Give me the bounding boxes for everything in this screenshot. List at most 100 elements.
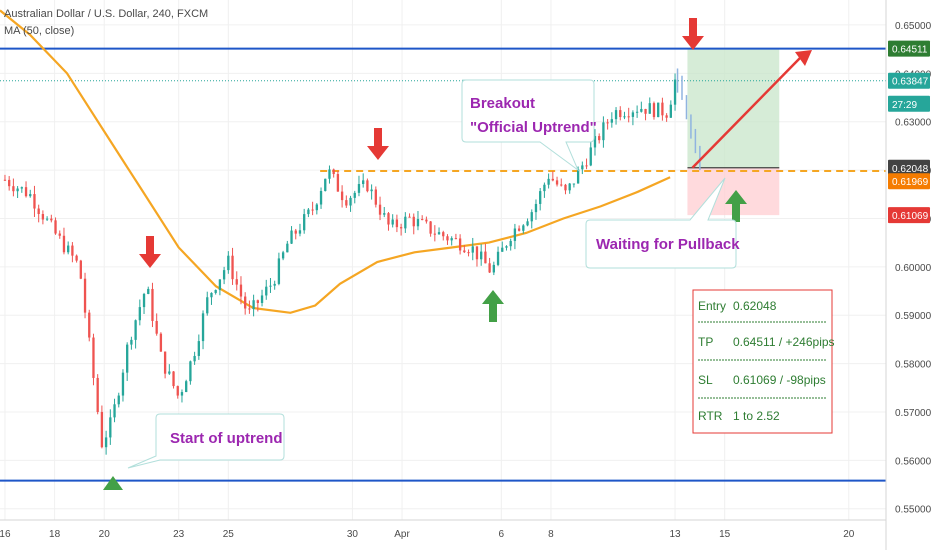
- candle-body: [433, 233, 436, 235]
- price-tag-label: 0.62048: [892, 164, 929, 175]
- start-marker-icon: [103, 476, 123, 490]
- price-tick-label: 0.65000: [895, 21, 932, 32]
- candle-body: [252, 300, 255, 310]
- candle-body: [383, 213, 386, 215]
- candle-body: [593, 136, 597, 148]
- candle-body: [635, 111, 639, 113]
- candle-body: [467, 252, 470, 254]
- candle-body: [126, 344, 129, 373]
- price-tag: [888, 173, 930, 190]
- candle-body: [509, 240, 512, 247]
- price-axis-bg[interactable]: [886, 0, 932, 550]
- candle-body: [572, 183, 576, 185]
- candle-body: [328, 169, 331, 179]
- candle-body: [256, 300, 259, 303]
- breakout-callout-bubble: [461, 79, 595, 172]
- trade-summary-box: Entry 0.62048 TP 0.64511 / +246pips SL 0…: [692, 289, 835, 434]
- time-tick-label: 23: [173, 529, 185, 540]
- candle-body: [54, 220, 57, 234]
- price-tick-label: 0.56000: [895, 456, 932, 467]
- pullback-callout-bubble: [585, 177, 737, 269]
- candle-body: [239, 284, 243, 297]
- candle-body: [484, 251, 487, 264]
- time-tick-label: 6: [499, 529, 505, 540]
- candle-body: [505, 246, 508, 248]
- candle-body: [298, 230, 302, 234]
- candle-body: [218, 279, 222, 291]
- candle-body: [138, 307, 141, 321]
- price-tags: 0.64511 0.63847 27:29 0.62048 0.61969 0.61069: [888, 40, 930, 224]
- candle-body: [648, 103, 651, 114]
- candle-body: [551, 178, 554, 181]
- breakout-callout-line1: Breakout: [470, 95, 535, 112]
- candle-body: [37, 208, 40, 215]
- candle-body: [75, 255, 78, 261]
- candle-body: [513, 228, 517, 241]
- time-tick-label: 20: [843, 529, 855, 540]
- time-tick-label: 8: [548, 529, 554, 540]
- time-tick-label: 13: [669, 529, 681, 540]
- candle-body: [277, 258, 281, 284]
- candle-body: [159, 333, 163, 352]
- candle-body: [273, 283, 276, 286]
- candle-body: [67, 245, 70, 253]
- target-arrow-head-icon: [795, 50, 812, 66]
- candle-body: [20, 187, 23, 189]
- time-tick-label: 25: [223, 529, 235, 540]
- candle-body: [235, 279, 238, 285]
- candle-body: [79, 260, 82, 279]
- candle-body: [197, 341, 200, 356]
- time-tick-label: 15: [719, 529, 731, 540]
- candle-body: [458, 238, 462, 251]
- candle-body: [631, 112, 635, 117]
- price-tag: [888, 72, 930, 89]
- time-axis-labels: 16 18 20 23 25 30 Apr 6 8 13 15 20: [0, 529, 855, 540]
- candle-body: [425, 219, 428, 222]
- sl-value: 0.61069 / -98pips: [733, 373, 826, 387]
- pullback-callout: Waiting for Pullback: [585, 177, 740, 269]
- candle-body: [244, 296, 247, 309]
- candle-body: [155, 320, 158, 334]
- price-tag-label: 0.61969: [892, 177, 929, 188]
- price-tick-label: 0.59000: [895, 311, 932, 322]
- buy-arrow-icon: [725, 190, 747, 222]
- candle-body: [286, 243, 289, 253]
- candle-body: [442, 232, 445, 237]
- candle-body: [526, 221, 529, 226]
- ma-line: [0, 9, 671, 314]
- candle-body: [117, 395, 120, 405]
- price-tag: [888, 159, 930, 176]
- candle-body: [24, 187, 28, 197]
- candle-body: [661, 102, 664, 116]
- price-tick-label: 0.60000: [895, 263, 932, 274]
- candle-body: [88, 312, 91, 338]
- candle-body: [404, 216, 407, 229]
- candle-body: [585, 165, 588, 167]
- candle-body: [429, 221, 432, 234]
- candle-body: [399, 227, 403, 229]
- candle-body: [357, 184, 361, 193]
- candle-body: [669, 104, 672, 118]
- candle-body: [408, 216, 411, 218]
- candle-body: [324, 178, 327, 191]
- candle-body: [463, 250, 466, 253]
- annotation-arrows: [103, 18, 812, 490]
- start-callout: Start of uptrend: [127, 413, 285, 469]
- candle-body: [231, 255, 234, 280]
- candle-body: [454, 238, 458, 240]
- candle-body: [610, 119, 613, 123]
- candle-body: [345, 200, 348, 206]
- candle-body: [374, 189, 377, 205]
- candle-body: [109, 417, 112, 438]
- price-tag-label: 0.61069: [892, 211, 929, 222]
- price-tag: [888, 40, 930, 57]
- indicator-label[interactable]: MA (50, close): [4, 25, 74, 37]
- candle-body: [623, 116, 626, 118]
- time-tick-label: 18: [49, 529, 61, 540]
- candle-body: [210, 292, 213, 298]
- pullback-callout-text: Waiting for Pullback: [596, 236, 740, 253]
- price-tag: [888, 207, 930, 224]
- entry-value: 0.62048: [733, 299, 777, 313]
- price-tick-label: 0.63000: [895, 118, 932, 129]
